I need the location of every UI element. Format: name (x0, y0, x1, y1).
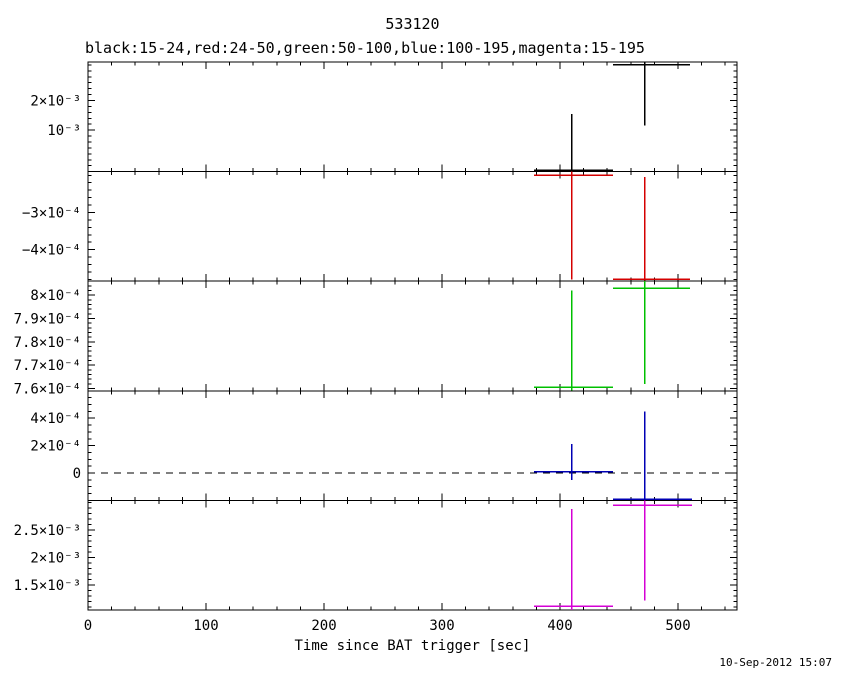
panel-border-15-24 (87, 61, 738, 173)
panel-border-100-195 (87, 390, 738, 501)
panel-border-15-195 (87, 499, 738, 611)
x-tick-label: 200 (311, 618, 336, 634)
y-tick-label: 2×10⁻³ (30, 551, 81, 567)
y-tick-label: 7.6×10⁻⁴ (14, 381, 81, 397)
y-tick-label: 2×10⁻⁴ (30, 439, 81, 455)
x-tick-label: 100 (193, 618, 218, 634)
y-tick-label: 7.7×10⁻⁴ (14, 358, 81, 374)
y-tick-label: 7.9×10⁻⁴ (14, 312, 81, 328)
x-tick-label: 500 (665, 618, 690, 634)
chart-title: 533120 (385, 15, 440, 33)
x-tick-label: 300 (429, 618, 454, 634)
y-tick-label: 1.5×10⁻³ (14, 578, 81, 594)
y-tick-label: 0 (73, 466, 81, 482)
panel-border-24-50 (87, 171, 738, 282)
y-tick-label: 2.5×10⁻³ (14, 523, 81, 539)
y-tick-label: 8×10⁻⁴ (30, 288, 81, 304)
y-tick-label: −4×10⁻⁴ (22, 243, 81, 259)
creation-timestamp: 10-Sep-2012 15:07 (719, 656, 832, 669)
chart-band-legend: black:15-24,red:24-50,green:50-100,blue:… (85, 39, 645, 57)
panel-border-50-100 (87, 280, 738, 392)
y-tick-label: 7.8×10⁻⁴ (14, 335, 81, 351)
y-tick-label: 4×10⁻⁴ (30, 411, 81, 427)
y-tick-label: 2×10⁻³ (30, 94, 81, 110)
y-tick-label: −3×10⁻⁴ (22, 205, 81, 221)
x-axis-title: Time since BAT trigger [sec] (294, 638, 531, 654)
x-tick-label: 400 (547, 618, 572, 634)
y-tick-label: 10⁻³ (47, 123, 81, 139)
x-tick-label: 0 (84, 618, 92, 634)
